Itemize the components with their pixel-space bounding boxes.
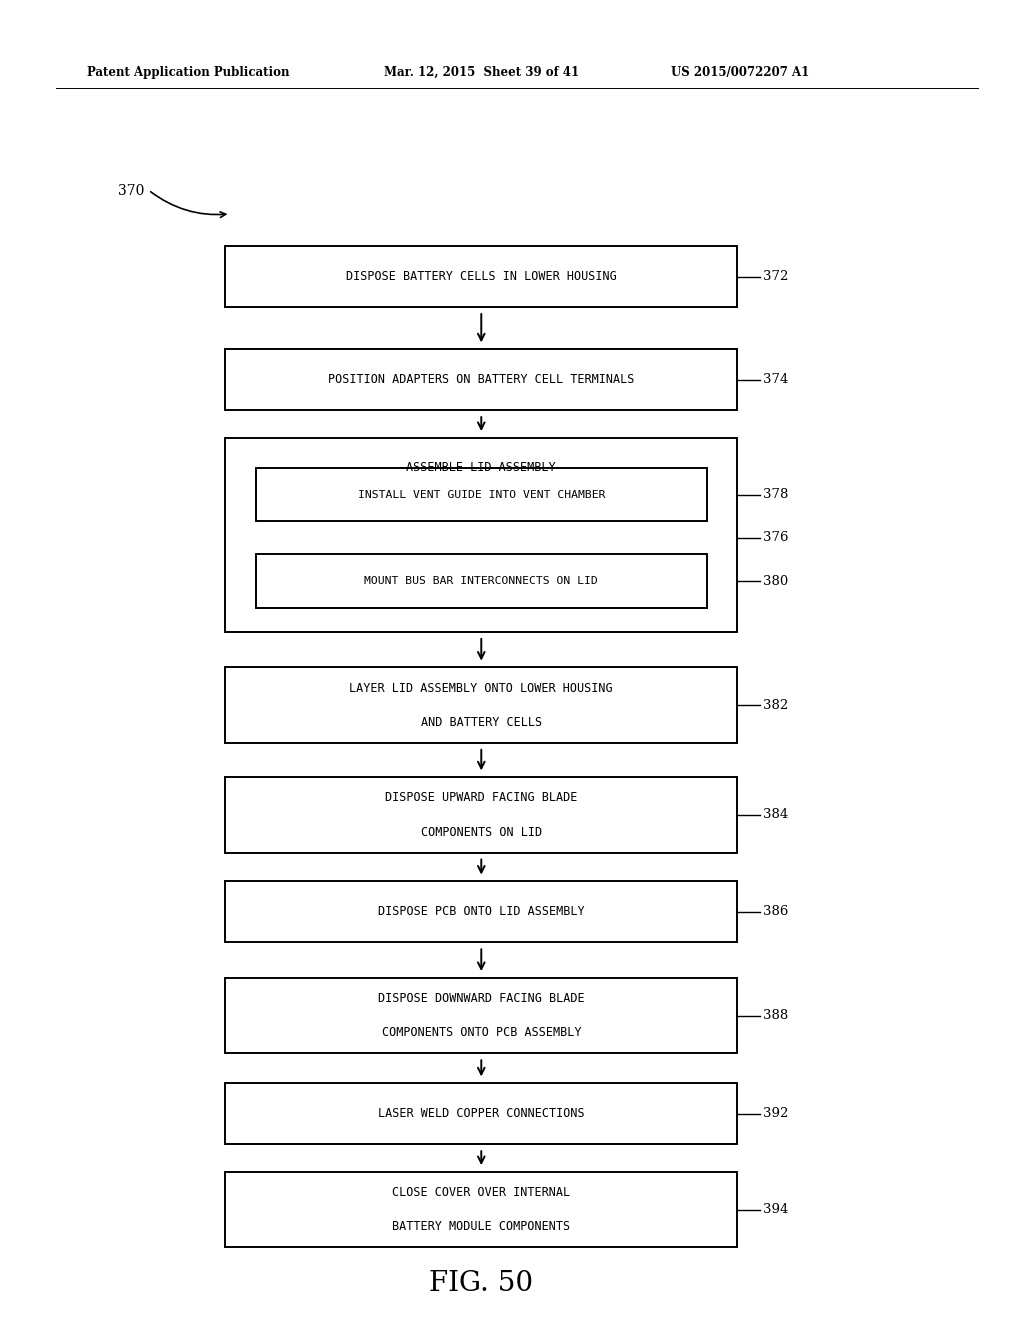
Text: POSITION ADAPTERS ON BATTERY CELL TERMINALS: POSITION ADAPTERS ON BATTERY CELL TERMIN… — [328, 374, 635, 387]
Bar — [256, 467, 707, 521]
Text: 392: 392 — [763, 1107, 788, 1121]
Text: DISPOSE PCB ONTO LID ASSEMBLY: DISPOSE PCB ONTO LID ASSEMBLY — [378, 906, 585, 919]
Bar — [225, 882, 737, 942]
Text: 372: 372 — [763, 271, 788, 284]
Text: US 2015/0072207 A1: US 2015/0072207 A1 — [671, 66, 809, 79]
Text: BATTERY MODULE COMPONENTS: BATTERY MODULE COMPONENTS — [392, 1221, 570, 1233]
Text: FIG. 50: FIG. 50 — [429, 1270, 534, 1296]
Text: 378: 378 — [763, 488, 788, 502]
Bar — [225, 350, 737, 411]
Text: 370: 370 — [118, 185, 144, 198]
Bar — [225, 777, 737, 853]
Text: 386: 386 — [763, 906, 788, 919]
Text: ASSEMBLE LID ASSEMBLY: ASSEMBLE LID ASSEMBLY — [407, 461, 556, 474]
Text: INSTALL VENT GUIDE INTO VENT CHAMBER: INSTALL VENT GUIDE INTO VENT CHAMBER — [357, 490, 605, 499]
Bar — [225, 438, 737, 632]
Text: LAYER LID ASSEMBLY ONTO LOWER HOUSING: LAYER LID ASSEMBLY ONTO LOWER HOUSING — [349, 681, 613, 694]
Text: Mar. 12, 2015  Sheet 39 of 41: Mar. 12, 2015 Sheet 39 of 41 — [384, 66, 580, 79]
Bar — [225, 246, 737, 308]
Text: 384: 384 — [763, 808, 788, 821]
Text: COMPONENTS ON LID: COMPONENTS ON LID — [421, 825, 542, 838]
Bar — [256, 554, 707, 607]
Bar — [225, 978, 737, 1053]
Text: 376: 376 — [763, 531, 788, 544]
Text: 394: 394 — [763, 1204, 788, 1216]
Text: DISPOSE DOWNWARD FACING BLADE: DISPOSE DOWNWARD FACING BLADE — [378, 993, 585, 1005]
Text: CLOSE COVER OVER INTERNAL: CLOSE COVER OVER INTERNAL — [392, 1187, 570, 1199]
Text: DISPOSE UPWARD FACING BLADE: DISPOSE UPWARD FACING BLADE — [385, 791, 578, 804]
Text: 382: 382 — [763, 698, 788, 711]
Bar — [225, 1172, 737, 1247]
Text: LASER WELD COPPER CONNECTIONS: LASER WELD COPPER CONNECTIONS — [378, 1107, 585, 1121]
Text: 380: 380 — [763, 574, 788, 587]
Text: Patent Application Publication: Patent Application Publication — [87, 66, 290, 79]
Text: DISPOSE BATTERY CELLS IN LOWER HOUSING: DISPOSE BATTERY CELLS IN LOWER HOUSING — [346, 271, 616, 284]
Text: 388: 388 — [763, 1010, 788, 1022]
Text: COMPONENTS ONTO PCB ASSEMBLY: COMPONENTS ONTO PCB ASSEMBLY — [382, 1027, 581, 1039]
Bar — [225, 1084, 737, 1144]
Text: MOUNT BUS BAR INTERCONNECTS ON LID: MOUNT BUS BAR INTERCONNECTS ON LID — [365, 576, 598, 586]
Text: AND BATTERY CELLS: AND BATTERY CELLS — [421, 715, 542, 729]
Text: 374: 374 — [763, 374, 788, 387]
Bar — [225, 668, 737, 743]
